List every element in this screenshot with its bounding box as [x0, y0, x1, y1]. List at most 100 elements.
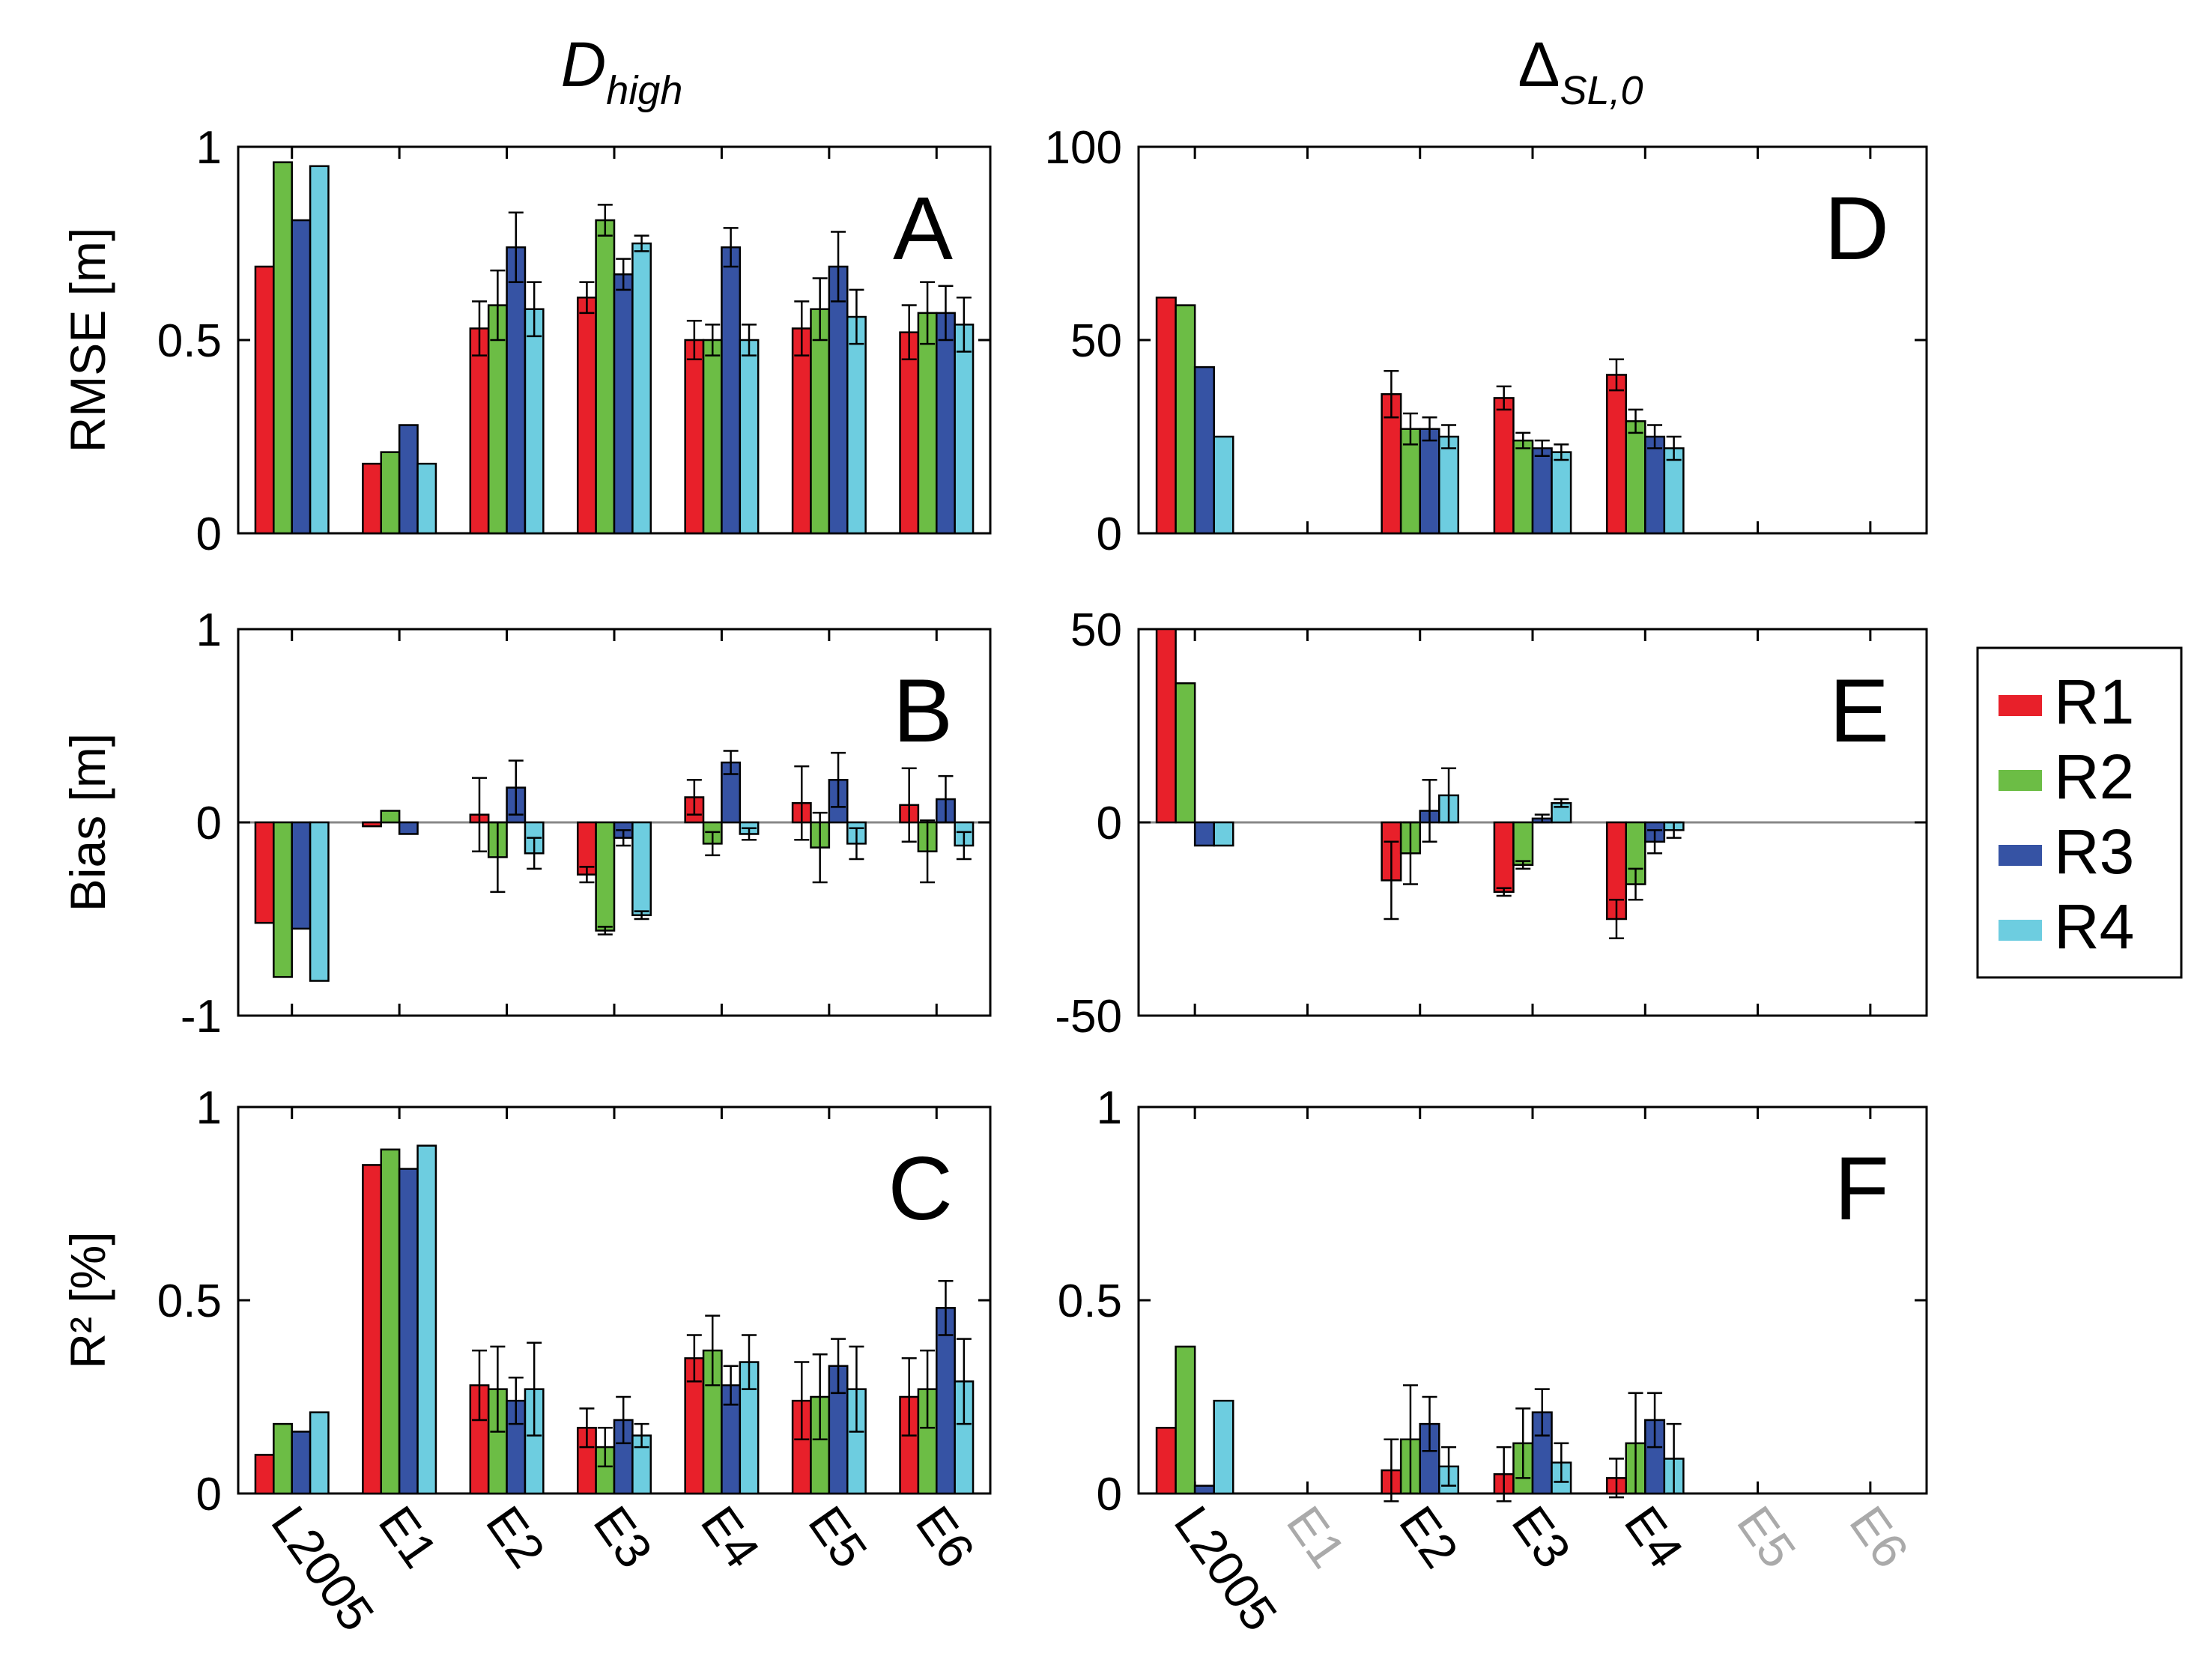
- bar-a-r4-e6: [954, 324, 975, 535]
- category-label: E1: [1276, 1496, 1357, 1578]
- bar-d-r2-l2005: [1175, 304, 1196, 535]
- bar-d-r2-e2: [1399, 428, 1421, 535]
- bar-a-r3-e1: [398, 424, 419, 535]
- category-label: E6: [1839, 1496, 1919, 1578]
- bar-a-r2-e2: [487, 304, 508, 535]
- bar-d-r4-e3: [1551, 451, 1572, 535]
- right-column-title-main: Δ: [1518, 29, 1560, 100]
- panel-d: 0 50 100 D: [1045, 122, 1928, 560]
- legend-label-r1: R1: [2054, 667, 2134, 737]
- bar-d-r3-e2: [1419, 428, 1440, 535]
- bar-e-r2-e3: [1512, 821, 1534, 867]
- y-tick-label: 0.5: [1058, 1276, 1122, 1327]
- bar-c-r4-e1: [416, 1144, 437, 1495]
- right-column-title: ΔSL,0: [1518, 29, 1643, 113]
- bar-a-r3-e5: [828, 265, 849, 535]
- bar-a-r1-l2005: [254, 265, 275, 535]
- bar-f-r1-l2005: [1155, 1427, 1177, 1495]
- bar-b-r2-e3: [595, 821, 616, 932]
- y-tick-label: -50: [1055, 991, 1122, 1043]
- y-tick-label: 0: [196, 798, 222, 849]
- category-label: E5: [798, 1496, 878, 1578]
- legend-swatch-r2: [1999, 770, 2042, 791]
- bar-a-r1-e6: [899, 331, 920, 535]
- bar-a-r3-l2005: [291, 219, 312, 535]
- y-tick-label: 1: [196, 604, 222, 656]
- legend-label-r4: R4: [2054, 891, 2134, 962]
- bar-a-r2-e6: [917, 312, 938, 535]
- category-label: E2: [476, 1496, 556, 1578]
- bar-b-r3-l2005: [291, 821, 312, 930]
- y-tick-label: 50: [1070, 604, 1122, 656]
- bar-d-r3-l2005: [1193, 366, 1215, 535]
- bar-d-r2-e3: [1512, 439, 1534, 535]
- bar-e-r4-l2005: [1213, 821, 1234, 847]
- category-label: E5: [1727, 1496, 1807, 1578]
- y-tick-label: 0: [1097, 798, 1122, 849]
- bar-a-r1-e3: [576, 296, 597, 535]
- bar-a-r2-e1: [380, 451, 401, 535]
- bar-d-r1-l2005: [1155, 296, 1177, 535]
- bar-c-r2-l2005: [273, 1422, 293, 1495]
- bar-e-r3-l2005: [1193, 821, 1215, 847]
- bar-b-r4-e3: [631, 821, 652, 917]
- bar-a-r2-e5: [810, 308, 831, 535]
- category-label: E2: [1389, 1496, 1469, 1578]
- bar-f-r3-l2005: [1193, 1484, 1215, 1495]
- bar-e-r1-e3: [1493, 821, 1515, 894]
- bar-b-r1-e3: [576, 821, 597, 876]
- category-label: L2005: [261, 1496, 385, 1641]
- y-axis-label: RMSE [m]: [60, 228, 115, 453]
- category-label: L2005: [1164, 1496, 1288, 1641]
- bar-d-r2-e4: [1625, 420, 1646, 535]
- bar-d-r4-e2: [1438, 435, 1460, 535]
- bar-d-r1-e4: [1605, 374, 1627, 535]
- bar-a-r4-e3: [631, 242, 652, 535]
- y-tick-label: 1: [196, 122, 222, 174]
- legend-swatch-r4: [1999, 920, 2042, 941]
- panel-letter: A: [893, 178, 953, 279]
- bar-a-r1-e4: [684, 339, 705, 535]
- bar-a-r3-e4: [721, 246, 742, 535]
- bar-e-r2-l2005: [1175, 682, 1196, 824]
- bar-a-r4-e4: [739, 339, 760, 535]
- legend-swatch-r1: [1999, 695, 2042, 716]
- category-label: E3: [584, 1496, 664, 1578]
- bar-a-r3-e2: [506, 246, 527, 535]
- left-column-title: Dhigh: [561, 29, 683, 113]
- legend-label-r3: R3: [2054, 816, 2134, 887]
- bar-a-r2-e4: [702, 339, 723, 535]
- bar-c-r1-l2005: [254, 1454, 275, 1495]
- y-tick-label: 0.5: [157, 1276, 222, 1327]
- bar-e-r1-l2005: [1155, 628, 1177, 824]
- category-label: E3: [1502, 1496, 1582, 1578]
- bar-a-r3-e6: [936, 312, 956, 535]
- panel-letter: F: [1834, 1138, 1889, 1239]
- bar-f-r4-l2005: [1213, 1399, 1234, 1495]
- panel-letter: D: [1824, 178, 1889, 279]
- category-label: E4: [1614, 1496, 1694, 1578]
- bar-c-r3-l2005: [291, 1431, 312, 1495]
- bar-a-r2-e3: [595, 219, 616, 535]
- bar-a-r4-e5: [846, 315, 867, 535]
- bar-b-r2-e1: [380, 810, 401, 824]
- bar-a-r4-e2: [524, 308, 545, 535]
- bar-f-r2-l2005: [1175, 1345, 1196, 1495]
- left-column-title-main: D: [561, 29, 607, 100]
- y-tick-label: 0: [196, 509, 222, 560]
- category-label: E6: [906, 1496, 986, 1578]
- category-label: E1: [369, 1496, 449, 1578]
- bar-a-r1-e5: [791, 327, 812, 535]
- bar-a-r4-l2005: [309, 165, 330, 535]
- bar-a-r1-e1: [362, 462, 383, 535]
- bar-d-r4-l2005: [1213, 435, 1234, 535]
- bar-d-r4-e4: [1663, 447, 1685, 535]
- bar-c-r1-e1: [362, 1164, 383, 1495]
- bar-a-r3-e3: [613, 273, 634, 535]
- category-label: E4: [691, 1496, 771, 1578]
- bar-b-r3-e1: [398, 821, 419, 835]
- bar-a-r2-l2005: [273, 161, 293, 535]
